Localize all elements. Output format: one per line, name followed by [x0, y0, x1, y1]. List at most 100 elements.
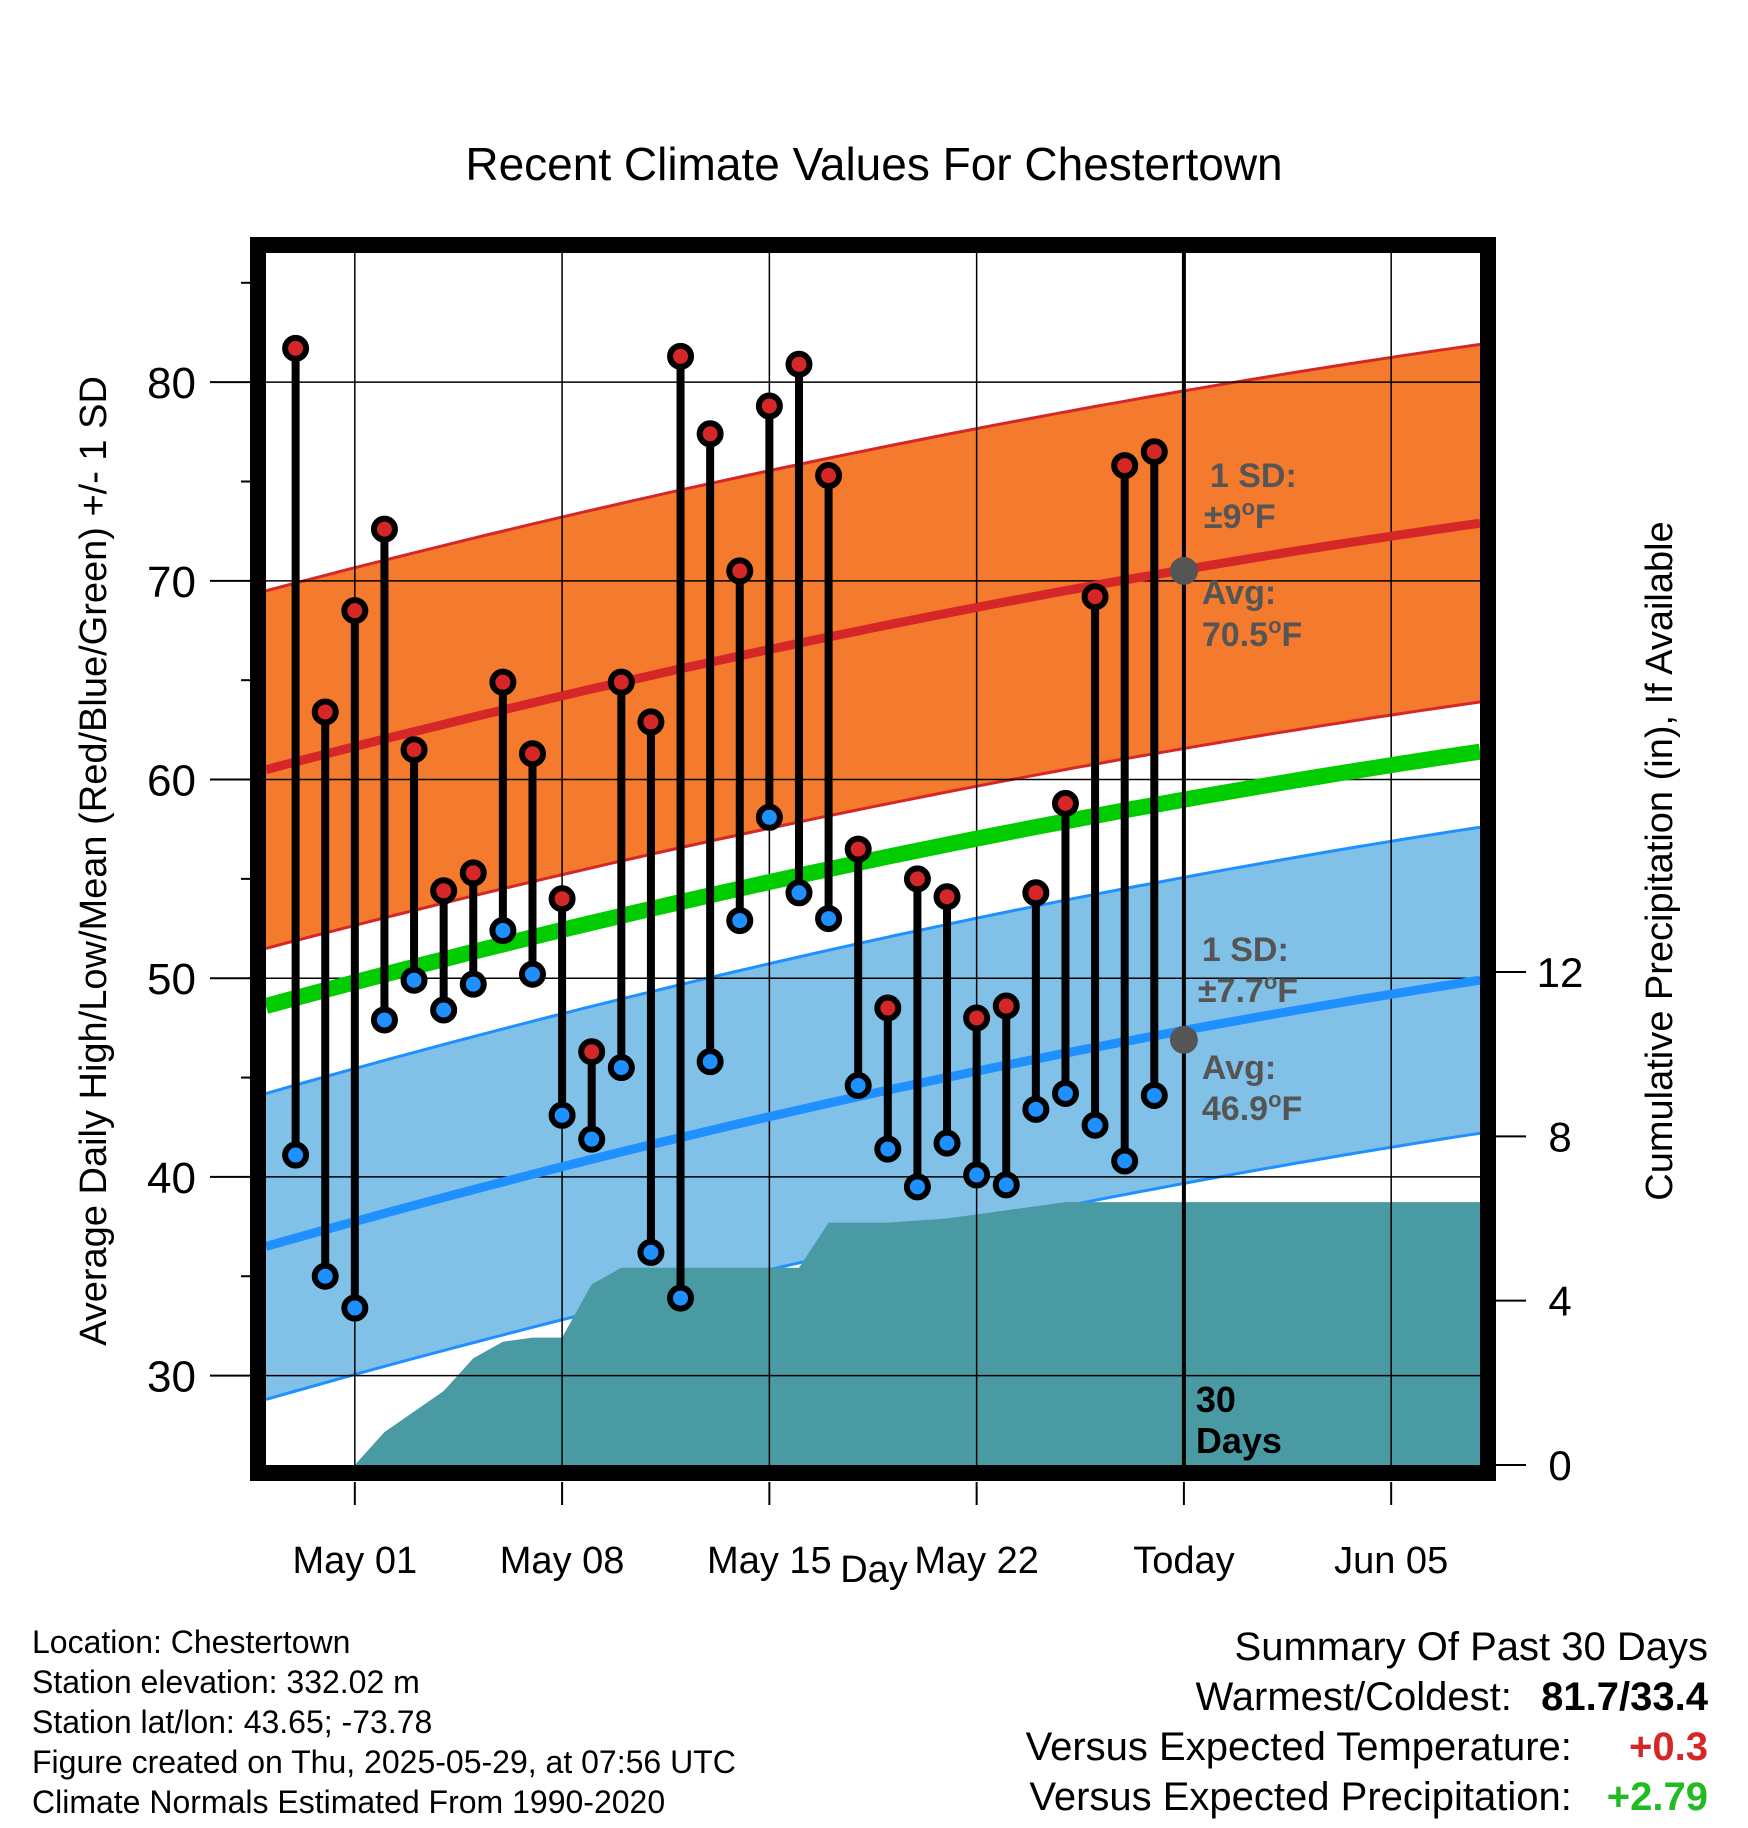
low-point: [844, 1072, 872, 1100]
y2-tick-label: 4: [1548, 1278, 1571, 1325]
high-point: [578, 1038, 606, 1066]
low-point: [1081, 1111, 1109, 1139]
low-point: [282, 1141, 310, 1169]
high-point: [1051, 789, 1079, 817]
low-sd-value: ±7.7oF: [1198, 969, 1298, 1010]
high-point: [696, 420, 724, 448]
high-point: [430, 877, 458, 905]
days-number-label: 30: [1196, 1379, 1236, 1420]
low-sd-label: 1 SD:: [1202, 931, 1289, 969]
y2-tick-label: 12: [1537, 949, 1584, 996]
low-point: [785, 879, 813, 907]
low-point: [963, 1161, 991, 1189]
low-point: [548, 1101, 576, 1129]
plot-frame: [250, 237, 1496, 1481]
summary-precip-label: Versus Expected Precipitation:: [1029, 1775, 1572, 1819]
high-point: [963, 1004, 991, 1032]
low-point: [874, 1135, 902, 1163]
low-avg-marker: [1169, 1025, 1198, 1054]
low-point: [489, 917, 517, 945]
y-axis-label: Average Daily High/Low/Mean (Red/Blue/Gr…: [73, 376, 115, 1346]
high-point: [903, 865, 931, 893]
high-sd-band: [266, 344, 1480, 949]
low-point: [578, 1125, 606, 1153]
low-point: [400, 966, 428, 994]
normal-mean-line: [266, 743, 1480, 1014]
low-point: [992, 1171, 1020, 1199]
high-point: [311, 698, 339, 726]
high-point: [341, 597, 369, 625]
summary-precip-row: Versus Expected Precipitation: +2.79: [1026, 1772, 1708, 1822]
x-tick-label: May 15: [707, 1540, 832, 1582]
high-point: [667, 342, 695, 370]
normal-high-line: [266, 518, 1480, 774]
y-tick-label: 80: [147, 359, 196, 408]
x-tick-label: Jun 05: [1334, 1540, 1448, 1582]
low-avg-value: 46.9oF: [1202, 1087, 1302, 1128]
summary-warm-label: Warmest/Coldest:: [1195, 1675, 1512, 1719]
low-point: [815, 905, 843, 933]
chart-title: Recent Climate Values For Chestertown: [465, 138, 1282, 190]
low-point: [459, 970, 487, 998]
high-point: [459, 859, 487, 887]
high-point: [282, 334, 310, 362]
y2-axis-label: Cumulative Precipitation (in), If Availa…: [1639, 521, 1681, 1200]
y-tick-label: 60: [147, 757, 196, 806]
high-point: [933, 883, 961, 911]
summary-title: Summary Of Past 30 Days: [1234, 1625, 1708, 1669]
y-tick-label: 50: [147, 955, 196, 1004]
low-point: [370, 1006, 398, 1034]
high-point: [1111, 452, 1139, 480]
high-sd-value: ±9oF: [1204, 495, 1276, 536]
y-tick-label: 40: [147, 1154, 196, 1203]
y-tick-label: 70: [147, 558, 196, 607]
high-avg-marker: [1169, 556, 1198, 585]
days-word-label: Days: [1196, 1420, 1282, 1461]
low-point: [667, 1284, 695, 1312]
high-sd-lower-line: [266, 700, 1480, 950]
high-avg-label: Avg:: [1202, 574, 1276, 612]
low-point: [755, 803, 783, 831]
high-point: [400, 736, 428, 764]
precipitation-area: [354, 1202, 1480, 1465]
high-point: [548, 885, 576, 913]
summary-warmest-row: Warmest/Coldest: 81.7/33.4: [1026, 1672, 1709, 1722]
low-point: [311, 1262, 339, 1290]
y2-tick-label: 0: [1548, 1442, 1571, 1489]
low-sd-upper-line: [266, 825, 1480, 1095]
axes: 30 40 50 60 70 80 0 4 8 12 May 01 May 08 May 15 May 2…: [147, 281, 1584, 1582]
x-tick-label: May 08: [500, 1540, 625, 1582]
y-tick-label: 30: [147, 1353, 196, 1402]
high-point: [370, 515, 398, 543]
daily-marks: [282, 253, 1186, 1465]
high-point: [874, 994, 902, 1022]
low-point: [1022, 1095, 1050, 1123]
high-point: [815, 462, 843, 490]
low-point: [607, 1054, 635, 1082]
high-avg-value: 70.5oF: [1202, 613, 1302, 654]
station-info: Location: Chestertown Station elevation:…: [32, 1622, 736, 1822]
summary-warm-value: 81.7/33.4: [1541, 1675, 1708, 1719]
high-point: [992, 992, 1020, 1020]
high-point: [489, 668, 517, 696]
high-point: [844, 835, 872, 863]
high-point: [1081, 583, 1109, 611]
low-point: [726, 907, 754, 935]
high-point: [1140, 438, 1168, 466]
low-point: [430, 996, 458, 1024]
normal-low-line: [266, 975, 1480, 1251]
low-point: [518, 960, 546, 988]
low-point: [1111, 1147, 1139, 1175]
info-location: Location: Chestertown: [32, 1624, 351, 1660]
low-point: [341, 1294, 369, 1322]
low-point: [696, 1048, 724, 1076]
summary-temp-label: Versus Expected Temperature:: [1025, 1725, 1572, 1769]
info-created: Figure created on Thu, 2025-05-29, at 07…: [32, 1744, 736, 1780]
low-point: [1051, 1079, 1079, 1107]
summary-temp-row: Versus Expected Temperature: +0.3: [1026, 1722, 1708, 1772]
low-point: [933, 1129, 961, 1157]
high-point: [518, 740, 546, 768]
climate-chart: Recent Climate Values For Chestertown 1 …: [73, 138, 1681, 1591]
gridlines: [266, 253, 1480, 1465]
